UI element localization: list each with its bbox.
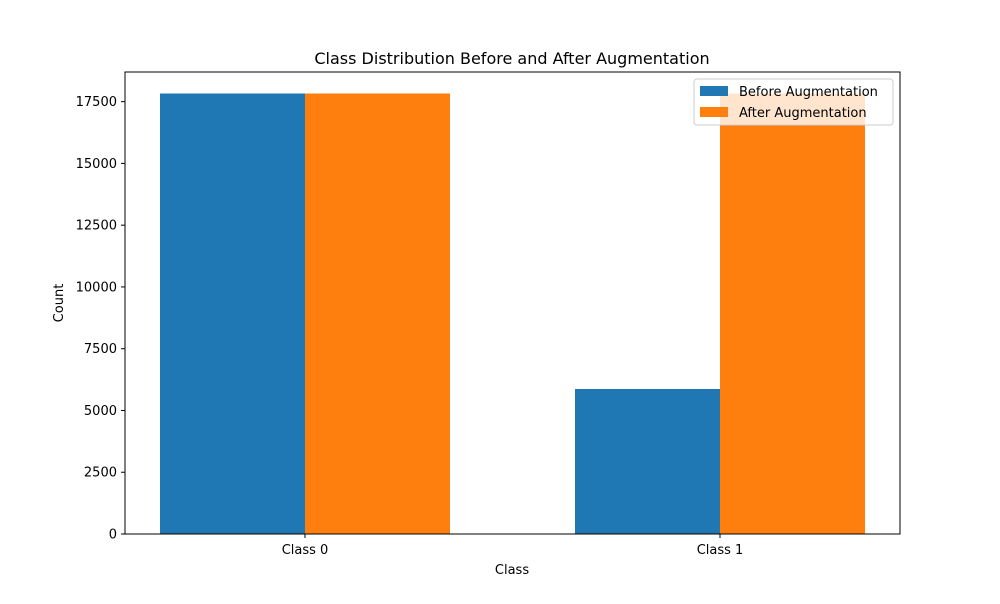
y-tick-label: 5000 [84, 404, 117, 419]
y-tick-label: 12500 [76, 219, 117, 234]
legend-label-after: After Augmentation [739, 106, 867, 121]
legend-label-before: Before Augmentation [739, 85, 878, 100]
y-tick-label: 15000 [76, 157, 117, 172]
legend: Before Augmentation After Augmentation [693, 78, 894, 126]
legend-swatch-after [700, 107, 728, 117]
y-tick-label: 10000 [76, 280, 117, 295]
bar-after-class-0 [305, 93, 450, 535]
legend-swatch-before [700, 86, 728, 96]
y-tick-label: 17500 [76, 95, 117, 110]
x-tick-label: Class 0 [282, 543, 329, 558]
bar-before-class-1 [575, 388, 720, 534]
y-axis-label: Count [52, 284, 67, 323]
y-tick-label: 2500 [84, 466, 117, 481]
x-axis-label: Class [495, 563, 529, 578]
bars-layer [160, 93, 865, 535]
y-tick-label: 7500 [84, 342, 117, 357]
legend-box [693, 78, 894, 126]
axes-layer: 0 2500 5000 7500 10000 12500 15000 17500 Class 0… [76, 71, 901, 558]
bar-after-class-1 [720, 93, 865, 535]
chart-title: Class Distribution Before and After Augm… [314, 49, 709, 68]
plot-frame [124, 71, 901, 535]
x-tick-label: Class 1 [697, 543, 744, 558]
y-tick-label: 0 [109, 528, 117, 543]
bar-before-class-0 [160, 93, 305, 535]
